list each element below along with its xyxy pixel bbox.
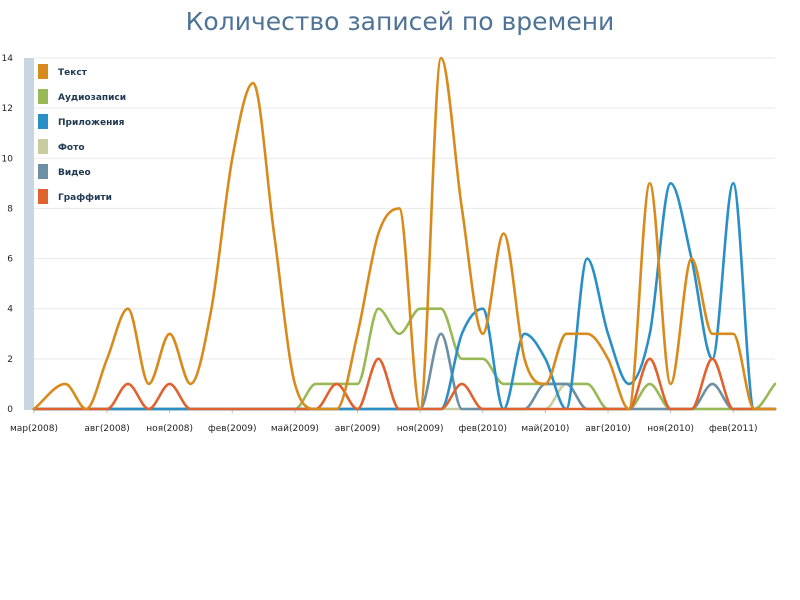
series-lines: [32, 56, 777, 411]
x-tick-label: ноя(2010): [647, 424, 694, 434]
x-tick-label: ноя(2008): [146, 424, 193, 434]
y-tick-label: 6: [7, 255, 13, 265]
legend-swatch: [38, 89, 48, 104]
legend-label: Граффити: [58, 193, 112, 203]
x-tick-label: ноя(2009): [397, 424, 444, 434]
x-tick-label: май(2010): [521, 424, 569, 434]
y-tick-label: 0: [7, 405, 13, 415]
y-tick-label: 14: [2, 54, 14, 64]
x-tick-label: авг(2010): [585, 424, 630, 434]
y-tick-label: 8: [7, 204, 13, 214]
x-tick-label: фев(2010): [459, 424, 507, 434]
series-line-5: [32, 357, 777, 411]
y-tick-label: 12: [2, 104, 13, 114]
legend-swatch: [38, 114, 48, 129]
x-tick-label: май(2009): [271, 424, 319, 434]
x-tick-label: авг(2009): [335, 424, 380, 434]
legend-label: Аудиозаписи: [58, 93, 126, 103]
series-line-0: [32, 56, 777, 411]
y-axis-bar: [24, 58, 34, 410]
legend-swatch: [38, 164, 48, 179]
grid-lines: [34, 57, 775, 410]
legend: Текст Аудиозаписи Приложения Фото Видео Графф…: [38, 64, 126, 204]
legend-swatch: [38, 189, 48, 204]
legend-swatch: [38, 64, 48, 79]
series-line-2: [32, 182, 777, 411]
legend-label: Приложения: [58, 118, 125, 128]
legend-label: Видео: [58, 168, 91, 178]
y-tick-label: 10: [2, 154, 14, 164]
x-tick-label: фев(2009): [208, 424, 256, 434]
y-tick-labels: 0 2 4 6 8 10 12 14: [2, 54, 14, 415]
legend-label: Текст: [58, 68, 88, 78]
x-tick-label: авг(2008): [84, 424, 129, 434]
x-tick-label: фев(2011): [709, 424, 757, 434]
x-tick-label: мар(2008): [10, 424, 58, 434]
y-tick-label: 2: [7, 355, 13, 365]
y-tick-label: 4: [7, 305, 13, 315]
chart-title: Количество записей по времени: [186, 7, 615, 36]
legend-label: Фото: [58, 143, 85, 153]
legend-swatch: [38, 139, 48, 154]
